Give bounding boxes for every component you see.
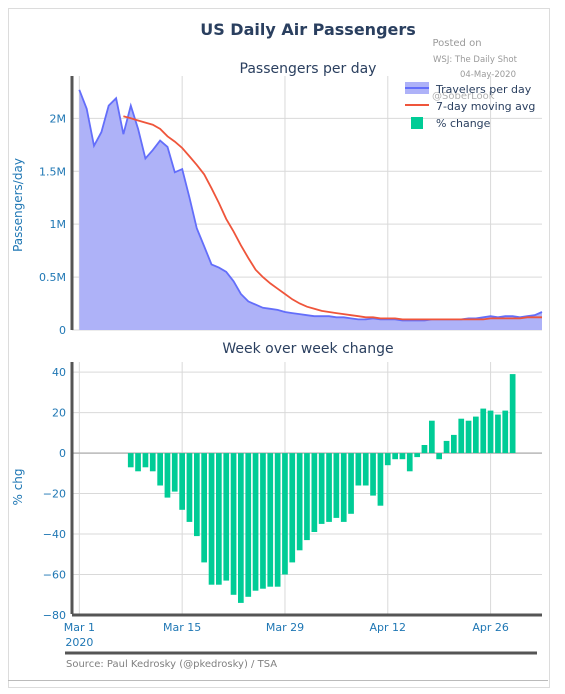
pct-change-bar [127,453,134,468]
top-y-tick-4: 2M [50,112,67,125]
pct-change-bar [157,453,163,486]
pct-change-bar [194,453,200,537]
pct-change-bar [443,440,450,453]
bottom-y-tick-4: 0 [59,447,66,460]
pct-change-bar [370,453,376,496]
legend-swatch-pct-change [411,117,423,129]
pct-change-bar [509,374,516,453]
bottom-y-tick-0: −80 [43,609,66,622]
pct-change-bar [230,453,237,595]
top-y-tick-labels: 0 0.5M 1M 1.5M 2M [39,112,66,337]
top-y-tick-1: 0.5M [39,271,66,284]
pct-change-bar [142,453,149,468]
bottom-y-axis-label: % chg [11,468,25,505]
pct-change-bar [311,453,318,532]
x-tick-1: Mar 15 [163,621,201,634]
bottom-y-tick-6: 40 [52,366,66,379]
pct-change-bar [304,453,310,541]
pct-change-bar [340,453,347,522]
x-tick-0-line2: 2020 [65,636,93,649]
x-tick-4: Apr 26 [472,621,509,634]
moving-avg-line [123,115,542,321]
bottom-chart-title: Week over week change [222,341,393,357]
pct-change-bar [487,410,494,454]
legend-label-moving-avg: 7-day moving avg [436,100,535,113]
legend-label-travelers: Travelers per day [435,83,532,96]
pct-change-bar [473,416,479,453]
pct-change-bars [127,374,516,603]
x-tick-3: Apr 12 [370,621,407,634]
pct-change-bar [333,453,340,518]
pct-change-bar [458,418,465,454]
travelers-area [79,89,543,330]
pct-change-bar [267,453,274,587]
legend-label-pct-change: % change [436,117,491,130]
pct-change-bar [318,453,325,524]
pct-change-bar [377,453,384,506]
pct-change-bar [502,410,509,454]
bottom-rule [8,680,548,681]
pct-change-bar [414,453,420,458]
top-chart-title: Passengers per day [240,61,377,77]
pct-change-bar [429,420,435,454]
pct-change-bar [164,453,171,498]
pct-change-bar [355,453,362,486]
pct-change-bar [406,453,413,472]
bottom-y-tick-5: 20 [52,407,66,420]
pct-change-bar [451,434,457,454]
pct-change-bar [348,453,354,514]
posted-on-label: Posted on [432,38,481,49]
x-tick-2: Mar 29 [266,621,304,634]
top-y-tick-2: 1M [50,218,67,231]
bottom-y-tick-3: −20 [43,488,66,501]
pct-change-bar [201,453,207,563]
pct-change-bar [465,420,472,454]
pct-change-bar [282,453,288,575]
pct-change-bar [289,453,296,563]
top-y-axis-label: Passengers/day [11,158,25,252]
pct-change-bar [480,408,487,454]
posted-date-label: 04-May-2020 [460,70,516,80]
pct-change-bar [495,414,501,454]
publication-label: WSJ: The Daily Shot [433,55,518,65]
pct-change-bar [179,453,185,510]
pct-change-bar [384,453,391,466]
pct-change-bar [238,453,244,603]
x-tick-0: Mar 1 [64,621,95,634]
x-tick-labels: Mar 1 2020 Mar 15 Mar 29 Apr 12 Apr 26 [64,621,509,649]
pct-change-bar [149,453,156,472]
pct-change-bar [362,453,369,486]
pct-change-bar [216,453,222,585]
pct-change-bar [296,453,303,551]
pct-change-bar [326,453,332,522]
pct-change-bar [252,453,259,591]
pct-change-bar [421,445,428,454]
pct-change-bar [171,453,178,492]
bottom-y-tick-1: −60 [43,569,66,582]
figure-title: US Daily Air Passengers [200,20,416,39]
pct-change-bar [436,453,442,460]
bottom-y-tick-2: −40 [43,528,66,541]
pct-change-bar [208,453,215,585]
pct-change-bar [392,453,398,460]
source-note: Source: Paul Kedrosky (@pkedrosky) / TSA [66,659,277,670]
pct-change-bar [186,453,193,522]
pct-change-bar [245,453,252,597]
pct-change-bar [223,453,230,581]
pct-change-bar [260,453,266,589]
bottom-y-tick-labels: −80 −60 −40 −20 0 20 40 [43,366,66,622]
top-y-tick-3: 1.5M [39,165,66,178]
legend: Travelers per day 7-day moving avg % cha… [405,82,535,130]
pct-change-bar [399,453,406,460]
watermark-text: @SoberLook [432,91,495,102]
pct-change-bar [135,453,141,472]
top-y-tick-0: 0 [59,324,66,337]
pct-change-bar [274,453,281,587]
